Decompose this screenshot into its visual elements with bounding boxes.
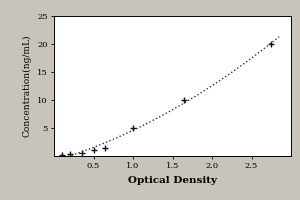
Y-axis label: Concentration(ng/mL): Concentration(ng/mL): [22, 35, 32, 137]
X-axis label: Optical Density: Optical Density: [128, 176, 217, 185]
